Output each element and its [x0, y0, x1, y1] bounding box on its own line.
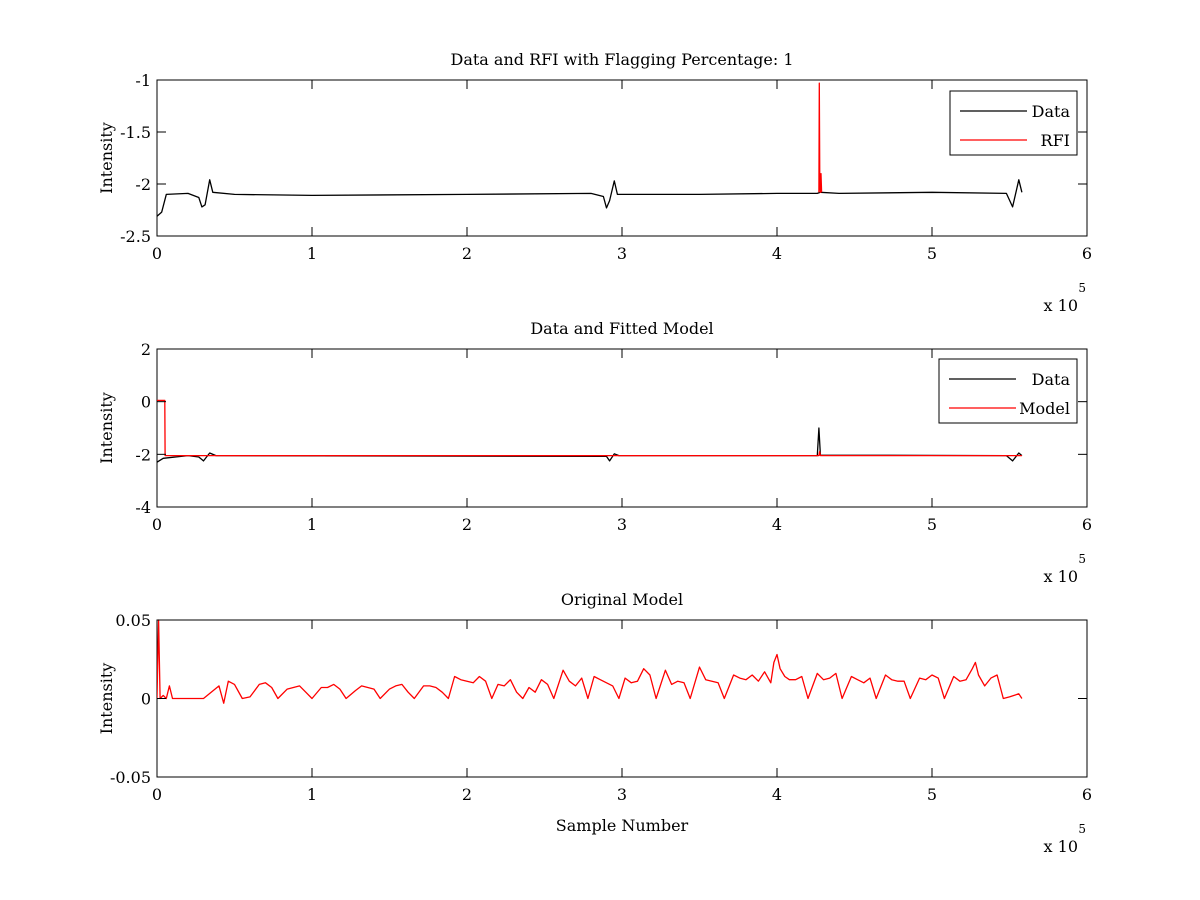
chart-title: Data and RFI with Flagging Percentage: 1	[450, 50, 793, 69]
y-tick-label: -1	[135, 71, 151, 90]
legend-box	[949, 90, 1078, 156]
chart-title: Data and Fitted Model	[530, 319, 713, 338]
x-tick-label: 2	[462, 515, 472, 534]
legend-label-data: Data	[1032, 102, 1071, 121]
chart-title: Original Model	[561, 590, 683, 609]
x-tick-label: 5	[927, 515, 937, 534]
x-tick-label: 4	[772, 785, 782, 804]
series-line-model	[157, 619, 1023, 704]
y-axis-label: Intensity	[97, 663, 116, 735]
series-line-rfi	[818, 82, 823, 193]
subplot-2: 0 1 2 3 4 5 6 2 0 -2 -4 Data and Fitted Model Intens…	[97, 319, 1092, 586]
x-exponent-label: x 10	[1044, 296, 1078, 315]
legend-box	[938, 358, 1078, 424]
x-exponent-power: 5	[1078, 281, 1086, 295]
subplot-1: 0 1 2 3 4 5 6 -1 -1.5 -2 -2.5 Data and RFI with Fla…	[97, 50, 1092, 315]
x-tick-label: 6	[1082, 515, 1092, 534]
x-tick-label: 1	[307, 515, 317, 534]
legend-label-model: Model	[1019, 399, 1070, 418]
y-tick-label: 0	[141, 393, 151, 412]
x-tick-label: 1	[307, 244, 317, 263]
x-tick-label: 2	[462, 244, 472, 263]
legend: Data Model	[938, 358, 1078, 424]
x-tick-label: 1	[307, 785, 317, 804]
x-tick-label: 5	[927, 785, 937, 804]
x-exponent-power: 5	[1078, 552, 1086, 566]
y-tick-label: 0	[141, 690, 151, 709]
x-tick-label: 3	[617, 244, 627, 263]
y-axis-label: Intensity	[97, 392, 116, 464]
legend-label-data: Data	[1032, 370, 1071, 389]
y-tick-label: -4	[135, 498, 151, 517]
x-tick-label: 0	[152, 244, 162, 263]
x-tick-label: 5	[927, 244, 937, 263]
x-tick-label: 2	[462, 785, 472, 804]
x-tick-label: 4	[772, 244, 782, 263]
y-axis-label: Intensity	[97, 122, 116, 194]
y-tick-label: -2	[135, 445, 151, 464]
y-tick-label: -1.5	[120, 123, 151, 142]
x-exponent-label: x 10	[1044, 837, 1078, 856]
series-line-model	[157, 399, 1022, 457]
series-group	[157, 619, 1023, 704]
series-line-data	[157, 179, 1023, 217]
x-tick-label: 4	[772, 515, 782, 534]
x-tick-label: 0	[152, 515, 162, 534]
x-tick-label: 3	[617, 785, 627, 804]
y-tick-label: -2.5	[120, 227, 151, 246]
x-exponent-label: x 10	[1044, 567, 1078, 586]
y-tick-label: -0.05	[110, 768, 151, 787]
x-tick-label: 6	[1082, 785, 1092, 804]
x-exponent-power: 5	[1078, 822, 1086, 836]
legend-label-rfi: RFI	[1041, 131, 1070, 150]
y-tick-label: 2	[141, 340, 151, 359]
y-tick-label: 0.05	[115, 611, 151, 630]
x-tick-label: 0	[152, 785, 162, 804]
x-tick-label: 3	[617, 515, 627, 534]
x-tick-label: 6	[1082, 244, 1092, 263]
x-axis-label: Sample Number	[556, 816, 689, 835]
series-line-data	[157, 427, 1023, 463]
series-group	[157, 82, 1023, 217]
legend: Data RFI	[949, 90, 1078, 156]
series-group	[157, 399, 1023, 463]
y-tick-label: -2	[135, 175, 151, 194]
subplots: 0 1 2 3 4 5 6 -1 -1.5 -2 -2.5 Data and RFI with Fla…	[97, 50, 1092, 856]
